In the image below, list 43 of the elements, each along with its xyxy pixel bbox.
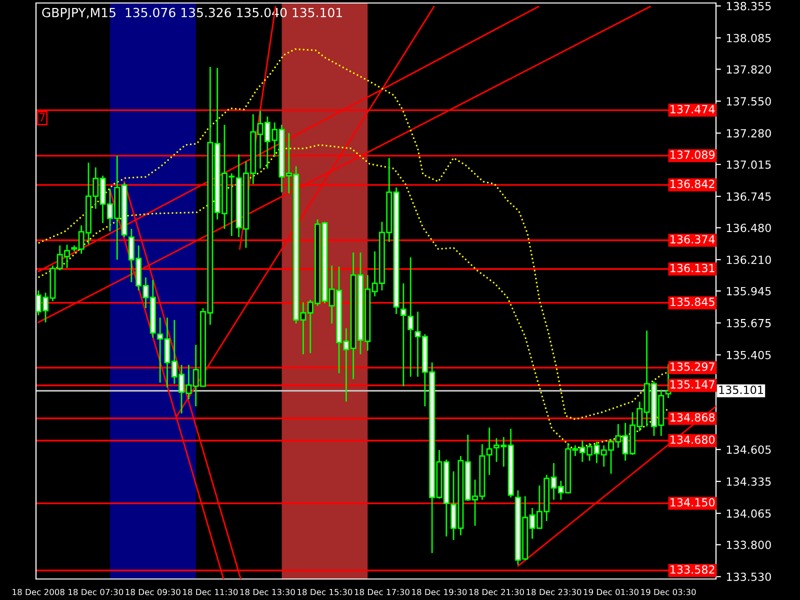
x-tick-label: 18 Dec 2008 (12, 588, 64, 596)
y-tick-label: 137.015 (726, 160, 771, 169)
ref-line-label: 134.150 (670, 498, 715, 507)
y-tick-label: 137.550 (726, 97, 771, 106)
ref-line-label: 135.101 (719, 386, 763, 394)
y-tick-label: 137.820 (726, 65, 771, 74)
x-tick-label: 18 Dec 23:30 (526, 588, 582, 596)
x-tick-label: 18 Dec 11:30 (183, 588, 238, 596)
ref-line-label: 134.868 (670, 413, 715, 422)
y-tick-label: 135.945 (726, 286, 771, 296)
ref-line-label: 133.582 (670, 565, 714, 574)
x-tick-label: 18 Dec 09:30 (126, 588, 180, 596)
y-tick-label: 136.745 (726, 192, 771, 201)
x-tick-label: 18 Dec 21:30 (469, 588, 524, 596)
annotation: 7 (40, 113, 45, 122)
y-tick-label: 133.530 (726, 572, 771, 582)
y-tick-label: 134.335 (726, 477, 771, 486)
x-tick-label: 18 Dec 07:30 (68, 588, 124, 596)
ref-line-label: 135.147 (670, 380, 714, 389)
y-tick-label: 134.065 (726, 509, 771, 518)
x-tick-label: 19 Dec 03:30 (641, 588, 696, 596)
y-tick-label: 133.800 (726, 540, 771, 550)
x-tick-label: 18 Dec 17:30 (354, 588, 410, 596)
ref-line-label: 135.297 (670, 362, 714, 371)
ref-line-label: 136.842 (670, 180, 714, 188)
ref-line-label: 137.089 (670, 150, 715, 159)
y-tick-label: 137.280 (726, 129, 771, 138)
x-tick-label: 19 Dec 01:30 (584, 588, 638, 596)
ref-line-label: 136.131 (670, 264, 714, 272)
x-tick-label: 18 Dec 19:30 (412, 588, 467, 596)
y-tick-label: 138.085 (726, 34, 771, 42)
x-tick-label: 18 Dec 15:30 (298, 588, 352, 596)
ref-line-label: 134.680 (670, 435, 715, 444)
ref-line-label: 136.374 (670, 235, 715, 244)
ref-line-label: 137.474 (670, 104, 715, 114)
x-tick-label: 18 Dec 13:30 (240, 588, 295, 596)
ref-line-label: 135.845 (670, 298, 714, 306)
y-tick-label: 134.605 (726, 445, 771, 454)
y-tick-label: 136.210 (726, 256, 771, 264)
y-tick-label: 138.355 (726, 2, 771, 10)
y-tick-label: 135.405 (726, 350, 771, 360)
y-tick-label: 136.480 (726, 224, 771, 232)
y-tick-label: 135.675 (726, 318, 771, 328)
